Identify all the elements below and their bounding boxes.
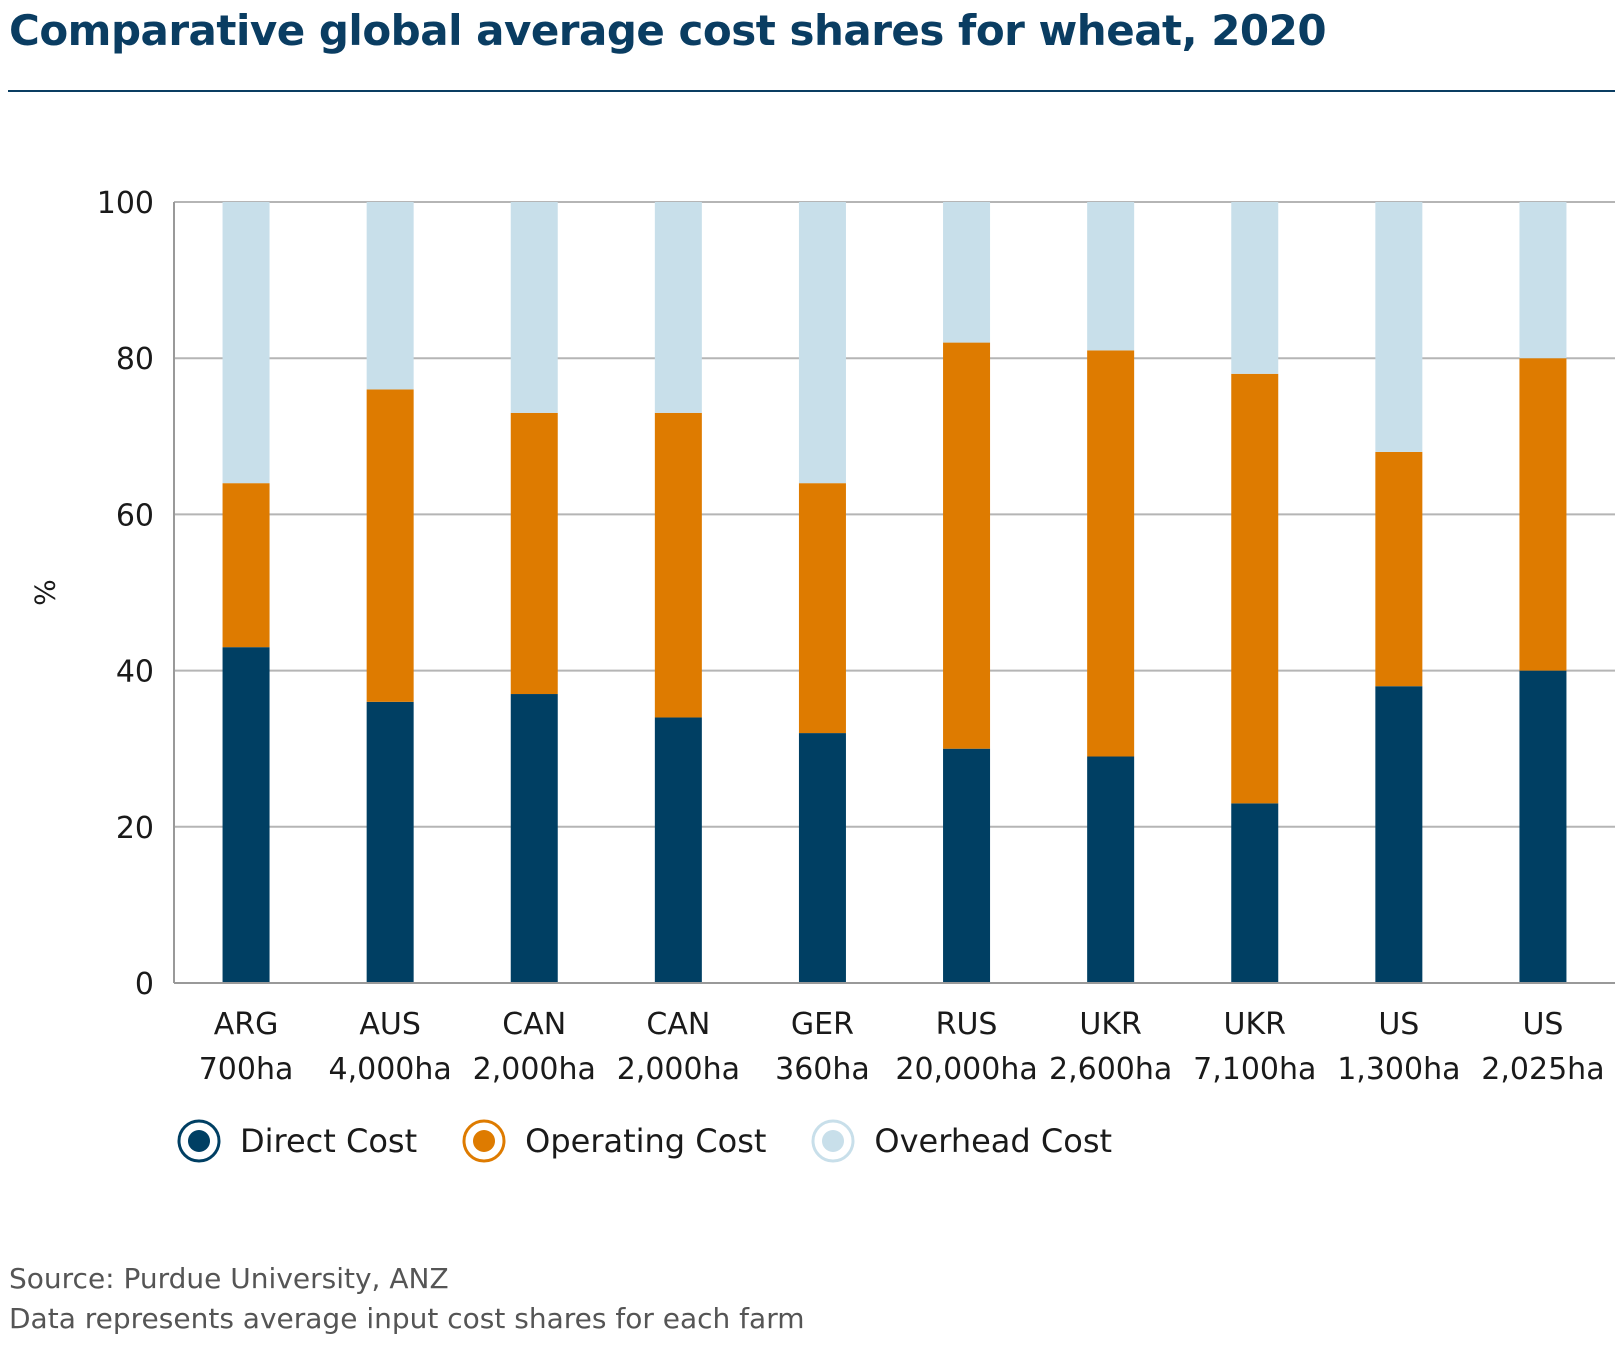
x-tick-label-size: 2,600ha xyxy=(1049,1052,1172,1087)
axis-labels: 0 20 40 60 80 100% ARG 700ha AUS 4,000ha CAN 2,000h… xyxy=(28,186,1605,1087)
x-tick-label-size: 7,100ha xyxy=(1193,1052,1316,1087)
bar-direct-arg-0[interactable] xyxy=(222,647,270,983)
bar-overhead-us-8[interactable] xyxy=(1375,202,1423,452)
legend-item-direct[interactable]: Direct Cost xyxy=(176,1118,417,1164)
bar-overhead-aus-1[interactable] xyxy=(366,202,414,390)
x-tick-label-size: 2,000ha xyxy=(617,1052,740,1087)
legend-label-overhead: Overhead Cost xyxy=(874,1122,1113,1160)
y-tick-label: 80 xyxy=(116,342,154,377)
bar-operating-rus-5[interactable] xyxy=(943,342,991,749)
overhead-cost-marker-icon xyxy=(810,1118,856,1164)
bar-operating-us-9[interactable] xyxy=(1519,358,1567,671)
bar-direct-ukr-6[interactable] xyxy=(1087,756,1135,983)
bar-direct-us-9[interactable] xyxy=(1519,670,1567,983)
bar-direct-ger-4[interactable] xyxy=(798,733,846,983)
x-tick-label-code: ARG xyxy=(214,1007,279,1042)
bar-overhead-ukr-6[interactable] xyxy=(1087,202,1135,351)
gridlines xyxy=(174,201,1615,828)
x-tick-label-code: AUS xyxy=(359,1007,421,1042)
y-tick-label: 0 xyxy=(135,967,154,1002)
bar-operating-can-2[interactable] xyxy=(510,412,558,695)
axes xyxy=(173,202,1615,984)
x-tick-label-code: CAN xyxy=(502,1007,566,1042)
bars xyxy=(222,202,1567,983)
direct-cost-marker-icon xyxy=(176,1118,222,1164)
bar-operating-ukr-6[interactable] xyxy=(1087,350,1135,757)
x-tick-label-size: 2,000ha xyxy=(473,1052,596,1087)
bar-overhead-us-9[interactable] xyxy=(1519,202,1567,359)
x-tick-label-code: GER xyxy=(791,1007,854,1042)
legend-label-operating: Operating Cost xyxy=(525,1122,767,1160)
x-tick-label-code: US xyxy=(1378,1007,1419,1042)
bar-operating-arg-0[interactable] xyxy=(222,483,270,648)
x-tick-label-code: UKR xyxy=(1079,1007,1141,1042)
bar-operating-ukr-7[interactable] xyxy=(1231,373,1279,804)
y-axis-label: % xyxy=(28,579,61,606)
bar-overhead-ukr-7[interactable] xyxy=(1231,202,1279,374)
bar-overhead-can-2[interactable] xyxy=(510,202,558,413)
legend-item-overhead[interactable]: Overhead Cost xyxy=(810,1118,1112,1164)
data-note: Data represents average input cost share… xyxy=(9,1302,805,1335)
bar-operating-can-3[interactable] xyxy=(654,412,702,718)
x-tick-label-code: RUS xyxy=(936,1007,998,1042)
source-note: Source: Purdue University, ANZ xyxy=(9,1262,449,1295)
bar-operating-us-8[interactable] xyxy=(1375,451,1423,687)
bar-overhead-rus-5[interactable] xyxy=(943,202,991,343)
bar-direct-rus-5[interactable] xyxy=(943,748,991,983)
bar-operating-aus-1[interactable] xyxy=(366,389,414,702)
bar-overhead-arg-0[interactable] xyxy=(222,202,270,484)
x-tick-label-size: 360ha xyxy=(775,1052,870,1087)
legend-label-direct: Direct Cost xyxy=(240,1122,418,1160)
operating-cost-marker-icon xyxy=(461,1118,507,1164)
bar-operating-ger-4[interactable] xyxy=(798,483,846,734)
x-tick-label-code: UKR xyxy=(1224,1007,1286,1042)
x-tick-label-size: 700ha xyxy=(199,1052,294,1087)
y-tick-label: 40 xyxy=(116,655,154,690)
legend-item-operating[interactable]: Operating Cost xyxy=(461,1118,766,1164)
y-tick-label: 20 xyxy=(116,811,154,846)
bar-direct-can-2[interactable] xyxy=(510,694,558,983)
stacked-bar-chart: 0 20 40 60 80 100% ARG 700ha AUS 4,000ha CAN 2,000h… xyxy=(28,186,1615,1087)
bar-overhead-can-3[interactable] xyxy=(654,202,702,413)
bar-direct-can-3[interactable] xyxy=(654,717,702,983)
bar-direct-aus-1[interactable] xyxy=(366,701,414,983)
bar-overhead-ger-4[interactable] xyxy=(798,202,846,484)
bar-direct-us-8[interactable] xyxy=(1375,686,1423,983)
x-tick-label-size: 20,000ha xyxy=(895,1052,1037,1087)
x-tick-label-code: CAN xyxy=(646,1007,710,1042)
x-tick-label-size: 1,300ha xyxy=(1337,1052,1460,1087)
x-tick-label-size: 2,025ha xyxy=(1481,1052,1604,1087)
y-tick-label: 60 xyxy=(116,498,154,533)
x-tick-label-code: US xyxy=(1522,1007,1563,1042)
y-tick-label: 100 xyxy=(97,186,154,221)
legend: Direct Cost Operating Cost Overhead Cost xyxy=(176,1118,1156,1164)
chart-title: Comparative global average cost shares f… xyxy=(9,6,1327,55)
title-divider xyxy=(8,90,1615,92)
bar-direct-ukr-7[interactable] xyxy=(1231,803,1279,983)
x-tick-label-size: 4,000ha xyxy=(329,1052,452,1087)
